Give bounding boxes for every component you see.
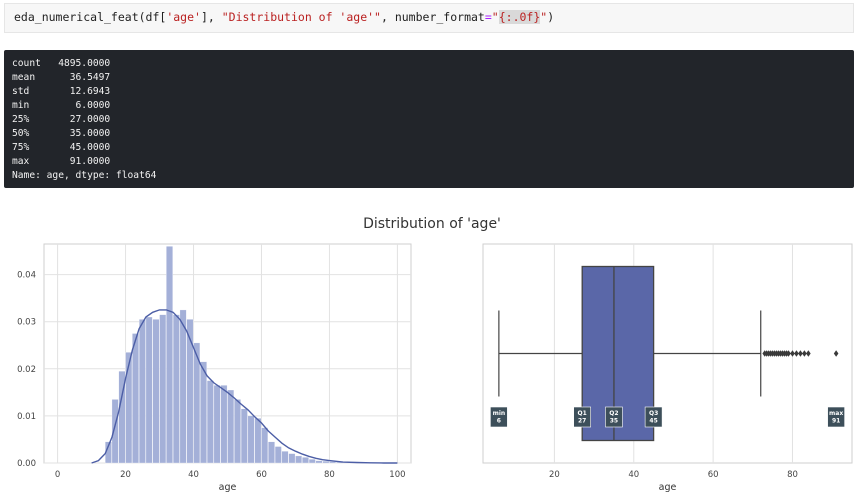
stat-badge — [490, 406, 508, 428]
stat-badge — [644, 406, 663, 428]
hist-bar — [302, 457, 309, 464]
hist-bar — [118, 371, 126, 464]
output-line: 75% 45.0000 — [12, 142, 111, 153]
hist-bar — [186, 319, 194, 464]
output-line: 25% 27.0000 — [12, 114, 111, 125]
stat-badge-value: 27 — [578, 418, 586, 425]
hist-bar — [261, 427, 269, 464]
code-key: 'age' — [166, 10, 201, 24]
hist-bar — [166, 246, 173, 464]
hist-x-tick-label: 20 — [120, 470, 131, 480]
output-line: 50% 35.0000 — [12, 128, 111, 139]
stat-badge-label: max — [829, 410, 843, 417]
hist-bar — [206, 380, 214, 464]
stat-badge-value: 6 — [497, 418, 501, 425]
code-close: ) — [547, 10, 555, 24]
outlier-point — [786, 350, 791, 357]
outlier-point — [806, 350, 811, 357]
code-sep: , number_format — [380, 10, 485, 24]
box-x-tick-label: 20 — [549, 470, 560, 480]
hist-bar — [138, 319, 146, 464]
output-line: std 12.6943 — [12, 86, 111, 97]
output-line: Name: age, dtype: float64 — [12, 170, 157, 181]
hist-bar — [172, 314, 180, 464]
hist-bar — [220, 385, 228, 464]
stat-badge-label: min — [493, 410, 506, 417]
outlier-point — [794, 350, 799, 357]
hist-bar — [288, 453, 296, 464]
hist-bar — [254, 418, 262, 464]
hist-bar — [281, 451, 289, 464]
kde-line — [91, 309, 398, 464]
hist-x-tick-label: 0 — [55, 470, 60, 480]
code-quote-close: " — [540, 10, 548, 24]
hist-bar — [152, 319, 160, 464]
hist-y-tick-label: 0.00 — [17, 459, 36, 469]
hist-bar — [125, 352, 133, 464]
stat-badge-value: 45 — [649, 418, 657, 425]
hist-y-tick-label: 0.03 — [17, 318, 36, 328]
code-title-arg: "Distribution of 'age'" — [221, 10, 381, 24]
hist-bar — [308, 459, 316, 464]
histogram-plot: 0 20 40 60 80 100 0.00 0.01 0.02 0.03 0.04 age — [17, 243, 412, 493]
hist-bar — [159, 314, 167, 464]
code-cell[interactable]: eda_numerical_feat(df['age'], "Distribut… — [4, 3, 854, 33]
hist-x-tick-label: 60 — [256, 470, 267, 480]
code-mid: ], — [200, 10, 222, 24]
stat-badge-value: 91 — [832, 418, 840, 425]
output-line: max 91.0000 — [12, 156, 111, 167]
hist-x-axis-label: age — [219, 482, 237, 493]
hist-x-tick-label: 100 — [389, 470, 405, 480]
outlier-point — [802, 350, 807, 357]
figure-title: Distribution of 'age' — [363, 216, 501, 232]
hist-bar — [111, 399, 119, 464]
stat-badge-label: Q2 — [609, 410, 618, 417]
hist-bar — [295, 455, 303, 464]
stat-badge-value: 35 — [610, 418, 618, 425]
output-text: count 4895.0000 mean 36.5497 std 12.6943… — [12, 57, 156, 183]
hist-bar — [179, 309, 187, 464]
stat-badge-label: Q1 — [578, 410, 587, 417]
hist-bar — [213, 385, 221, 464]
hist-x-tick-label: 40 — [188, 470, 199, 480]
box-x-tick-label: 80 — [787, 470, 798, 480]
hist-y-tick-label: 0.02 — [17, 365, 36, 375]
code-format-string: {:.0f} — [498, 10, 541, 24]
hist-bar — [274, 446, 282, 464]
code-eq: = — [484, 10, 492, 24]
stat-badge — [573, 406, 591, 428]
hist-bar — [193, 342, 201, 464]
box-x-tick-label: 40 — [628, 470, 639, 480]
hist-bar — [145, 316, 153, 464]
stat-badge-label: Q3 — [649, 410, 658, 417]
box-x-axis-label: age — [659, 482, 677, 493]
code-quote-open: " — [491, 10, 499, 24]
box-x-tick-label: 60 — [708, 470, 719, 480]
hist-bar — [132, 333, 139, 464]
hist-x-tick-label: 80 — [324, 470, 335, 480]
hist-bar — [315, 460, 323, 464]
code-line[interactable]: eda_numerical_feat(df['age'], "Distribut… — [14, 10, 554, 24]
outlier-point — [798, 350, 803, 357]
outlier-point — [790, 350, 795, 357]
hist-bar — [247, 415, 255, 464]
hist-bar — [268, 441, 275, 464]
output-line: count 4895.0000 — [12, 58, 111, 69]
stat-badge — [827, 406, 845, 428]
output-line: mean 36.5497 — [12, 72, 111, 83]
figure: Distribution of 'age' 0 20 40 60 80 100 0.00 0.… — [17, 216, 853, 493]
hist-y-tick-label: 0.01 — [17, 412, 36, 422]
code-func: eda_numerical_feat(df[ — [14, 10, 167, 24]
hist-y-tick-label: 0.04 — [17, 271, 36, 281]
stat-badge — [605, 406, 623, 428]
hist-bar — [240, 408, 248, 464]
hist-bar — [234, 399, 241, 464]
output-line: min 6.0000 — [12, 100, 111, 111]
output-cell: count 4895.0000 mean 36.5497 std 12.6943… — [4, 50, 854, 188]
hist-bar — [200, 361, 207, 464]
hist-bar — [227, 389, 235, 464]
hist-bar — [322, 460, 330, 464]
outlier-point — [833, 350, 839, 357]
